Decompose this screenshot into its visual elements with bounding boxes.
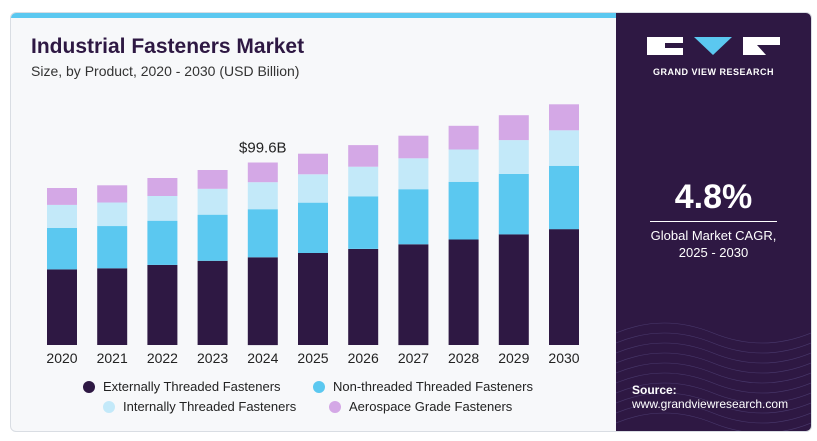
logo-triangle-v bbox=[694, 37, 732, 55]
bar-externally-threaded-fasteners-2024 bbox=[247, 257, 278, 346]
infographic-card: Industrial Fasteners Market Size, by Pro… bbox=[10, 12, 812, 432]
source-block: Source: www.grandviewresearch.com bbox=[632, 383, 788, 411]
bar-aerospace-grade-fasteners-2020 bbox=[47, 188, 77, 205]
legend-swatch-internally bbox=[103, 400, 115, 413]
bar-externally-threaded-fasteners-2020 bbox=[47, 269, 77, 345]
bar-externally-threaded-fasteners-2029 bbox=[498, 234, 529, 345]
bar-internally-threaded-fasteners-2030 bbox=[549, 130, 579, 166]
bar-internally-threaded-fasteners-2023 bbox=[197, 188, 228, 215]
legend-swatch-aerospace bbox=[329, 400, 341, 413]
bar-non-threaded-threaded-fasteners-2029 bbox=[498, 173, 529, 235]
bar-non-threaded-threaded-fasteners-2020 bbox=[47, 228, 77, 270]
bar-internally-threaded-fasteners-2020 bbox=[47, 204, 77, 228]
bar-non-threaded-threaded-fasteners-2023 bbox=[197, 214, 228, 261]
legend-item-internally: Internally Threaded Fasteners bbox=[103, 399, 296, 414]
bar-internally-threaded-fasteners-2021 bbox=[97, 202, 128, 227]
bar-aerospace-grade-fasteners-2025 bbox=[298, 153, 328, 175]
bar-non-threaded-threaded-fasteners-2022 bbox=[147, 220, 178, 265]
cagr-value: 4.8% bbox=[674, 178, 753, 216]
bar-internally-threaded-fasteners-2025 bbox=[298, 174, 328, 203]
legend-label-internally: Internally Threaded Fasteners bbox=[123, 399, 297, 414]
legend-swatch-externally bbox=[83, 380, 95, 393]
legend-label-aerospace: Aerospace Grade Fasteners bbox=[349, 399, 513, 414]
bar-aerospace-grade-fasteners-2022 bbox=[147, 178, 178, 196]
chart-title: Industrial Fasteners Market bbox=[31, 35, 305, 58]
source-label: Source: bbox=[632, 383, 677, 397]
legend-label-non-threaded: Non-threaded Threaded Fasteners bbox=[333, 379, 533, 394]
bar-aerospace-grade-fasteners-2028 bbox=[448, 125, 479, 150]
bar-externally-threaded-fasteners-2027 bbox=[398, 244, 429, 346]
data-label-2024: $99.6B bbox=[239, 140, 287, 157]
accent-bar bbox=[11, 13, 616, 18]
stacked-bar-chart: 2020 2021 2022 2023 2024 2025 2026 2027 2028 2029… bbox=[46, 104, 580, 366]
wave-pattern bbox=[616, 322, 811, 431]
x-tick-2025: 2025 bbox=[297, 350, 328, 366]
side-panel: GRAND VIEW RESEARCH 4.8% Global Market C… bbox=[616, 13, 811, 431]
bar-non-threaded-threaded-fasteners-2027 bbox=[398, 189, 429, 245]
bar-non-threaded-threaded-fasteners-2025 bbox=[298, 202, 328, 253]
bar-aerospace-grade-fasteners-2029 bbox=[498, 115, 529, 141]
x-tick-2030: 2030 bbox=[548, 350, 579, 366]
bar-externally-threaded-fasteners-2022 bbox=[147, 264, 178, 345]
bar-internally-threaded-fasteners-2022 bbox=[147, 196, 178, 221]
legend-label-externally: Externally Threaded Fasteners bbox=[103, 379, 281, 394]
bar-internally-threaded-fasteners-2029 bbox=[498, 140, 529, 174]
bar-internally-threaded-fasteners-2028 bbox=[448, 149, 479, 182]
bar-externally-threaded-fasteners-2023 bbox=[197, 260, 228, 345]
cagr-period: 2025 - 2030 bbox=[678, 245, 749, 260]
bar-externally-threaded-fasteners-2021 bbox=[97, 268, 128, 345]
x-tick-2029: 2029 bbox=[498, 350, 529, 366]
bar-aerospace-grade-fasteners-2024 bbox=[247, 162, 278, 183]
legend-swatch-non-threaded bbox=[313, 380, 325, 393]
bar-aerospace-grade-fasteners-2030 bbox=[549, 104, 579, 131]
bar-internally-threaded-fasteners-2026 bbox=[348, 166, 379, 197]
brand-name: GRAND VIEW RESEARCH bbox=[652, 67, 774, 77]
x-tick-2021: 2021 bbox=[97, 350, 128, 366]
x-tick-2020: 2020 bbox=[46, 350, 77, 366]
x-tick-2027: 2027 bbox=[398, 350, 429, 366]
cagr-description: Global Market CAGR, 2025 - 2030 bbox=[616, 227, 811, 261]
bar-internally-threaded-fasteners-2024 bbox=[247, 182, 278, 210]
x-tick-2026: 2026 bbox=[348, 350, 379, 366]
cagr-label: Global Market CAGR, bbox=[650, 228, 777, 243]
chart-subtitle: Size, by Product, 2020 - 2030 (USD Billi… bbox=[31, 63, 300, 79]
bar-externally-threaded-fasteners-2025 bbox=[298, 253, 328, 345]
bar-externally-threaded-fasteners-2026 bbox=[348, 249, 379, 345]
source-url: www.grandviewresearch.com bbox=[632, 397, 789, 411]
bar-aerospace-grade-fasteners-2027 bbox=[398, 135, 429, 159]
x-tick-2028: 2028 bbox=[448, 350, 479, 366]
x-tick-2024: 2024 bbox=[247, 350, 278, 366]
legend-item-externally: Externally Threaded Fasteners bbox=[83, 379, 281, 394]
bar-externally-threaded-fasteners-2030 bbox=[549, 229, 579, 345]
x-tick-2022: 2022 bbox=[147, 350, 178, 366]
bar-internally-threaded-fasteners-2027 bbox=[398, 158, 429, 190]
bar-non-threaded-threaded-fasteners-2030 bbox=[549, 165, 579, 230]
legend-item-aerospace: Aerospace Grade Fasteners bbox=[329, 399, 512, 414]
bar-non-threaded-threaded-fasteners-2024 bbox=[247, 209, 278, 258]
bar-non-threaded-threaded-fasteners-2021 bbox=[97, 226, 128, 269]
legend-item-non-threaded: Non-threaded Threaded Fasteners bbox=[313, 379, 533, 394]
bar-aerospace-grade-fasteners-2023 bbox=[197, 170, 228, 189]
bar-non-threaded-threaded-fasteners-2026 bbox=[348, 196, 379, 249]
bar-aerospace-grade-fasteners-2026 bbox=[348, 145, 379, 167]
bar-externally-threaded-fasteners-2028 bbox=[448, 239, 479, 345]
bar-aerospace-grade-fasteners-2021 bbox=[97, 185, 128, 203]
bar-non-threaded-threaded-fasteners-2028 bbox=[448, 181, 479, 240]
x-tick-2023: 2023 bbox=[197, 350, 228, 366]
grand-view-research-logo bbox=[647, 37, 780, 55]
cagr-divider bbox=[650, 221, 777, 222]
